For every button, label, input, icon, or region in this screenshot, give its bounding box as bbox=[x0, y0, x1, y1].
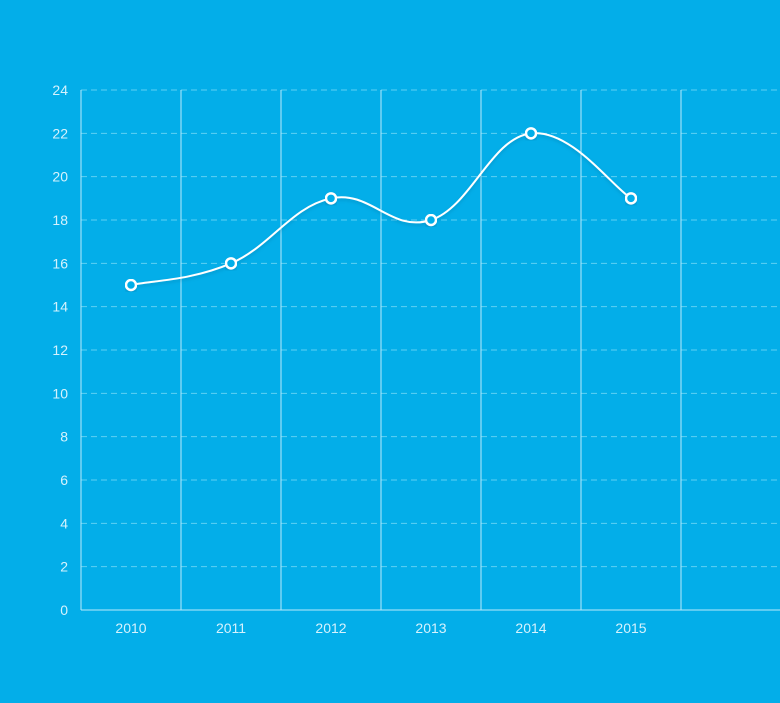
data-point bbox=[124, 278, 138, 292]
y-tick-label: 14 bbox=[52, 299, 68, 315]
y-tick-label: 22 bbox=[52, 125, 68, 141]
y-tick-label: 4 bbox=[60, 515, 68, 531]
y-tick-label: 2 bbox=[60, 559, 68, 575]
marker-layer bbox=[124, 127, 638, 292]
y-tick-label: 24 bbox=[52, 82, 68, 98]
x-tick-label: 2011 bbox=[216, 620, 246, 636]
y-tick-label: 18 bbox=[52, 212, 68, 228]
y-tick-label: 12 bbox=[52, 342, 68, 358]
data-point bbox=[224, 257, 238, 270]
x-tick-label: 2015 bbox=[615, 620, 646, 636]
y-tick-label: 16 bbox=[52, 255, 68, 271]
y-tick-label: 6 bbox=[60, 472, 68, 488]
y-tick-label: 8 bbox=[60, 429, 68, 445]
x-tick-label: 2012 bbox=[315, 620, 346, 636]
data-point bbox=[424, 213, 438, 227]
y-tick-label: 20 bbox=[52, 169, 68, 185]
data-point bbox=[624, 192, 638, 205]
x-tick-label: 2014 bbox=[515, 620, 546, 636]
data-point bbox=[524, 127, 538, 140]
y-tick-label: 0 bbox=[60, 602, 68, 618]
data-point bbox=[324, 192, 338, 205]
x-tick-label: 2010 bbox=[115, 620, 146, 636]
y-tick-label: 10 bbox=[52, 385, 68, 401]
x-tick-label: 2013 bbox=[415, 620, 446, 636]
grid-layer bbox=[81, 89, 780, 610]
